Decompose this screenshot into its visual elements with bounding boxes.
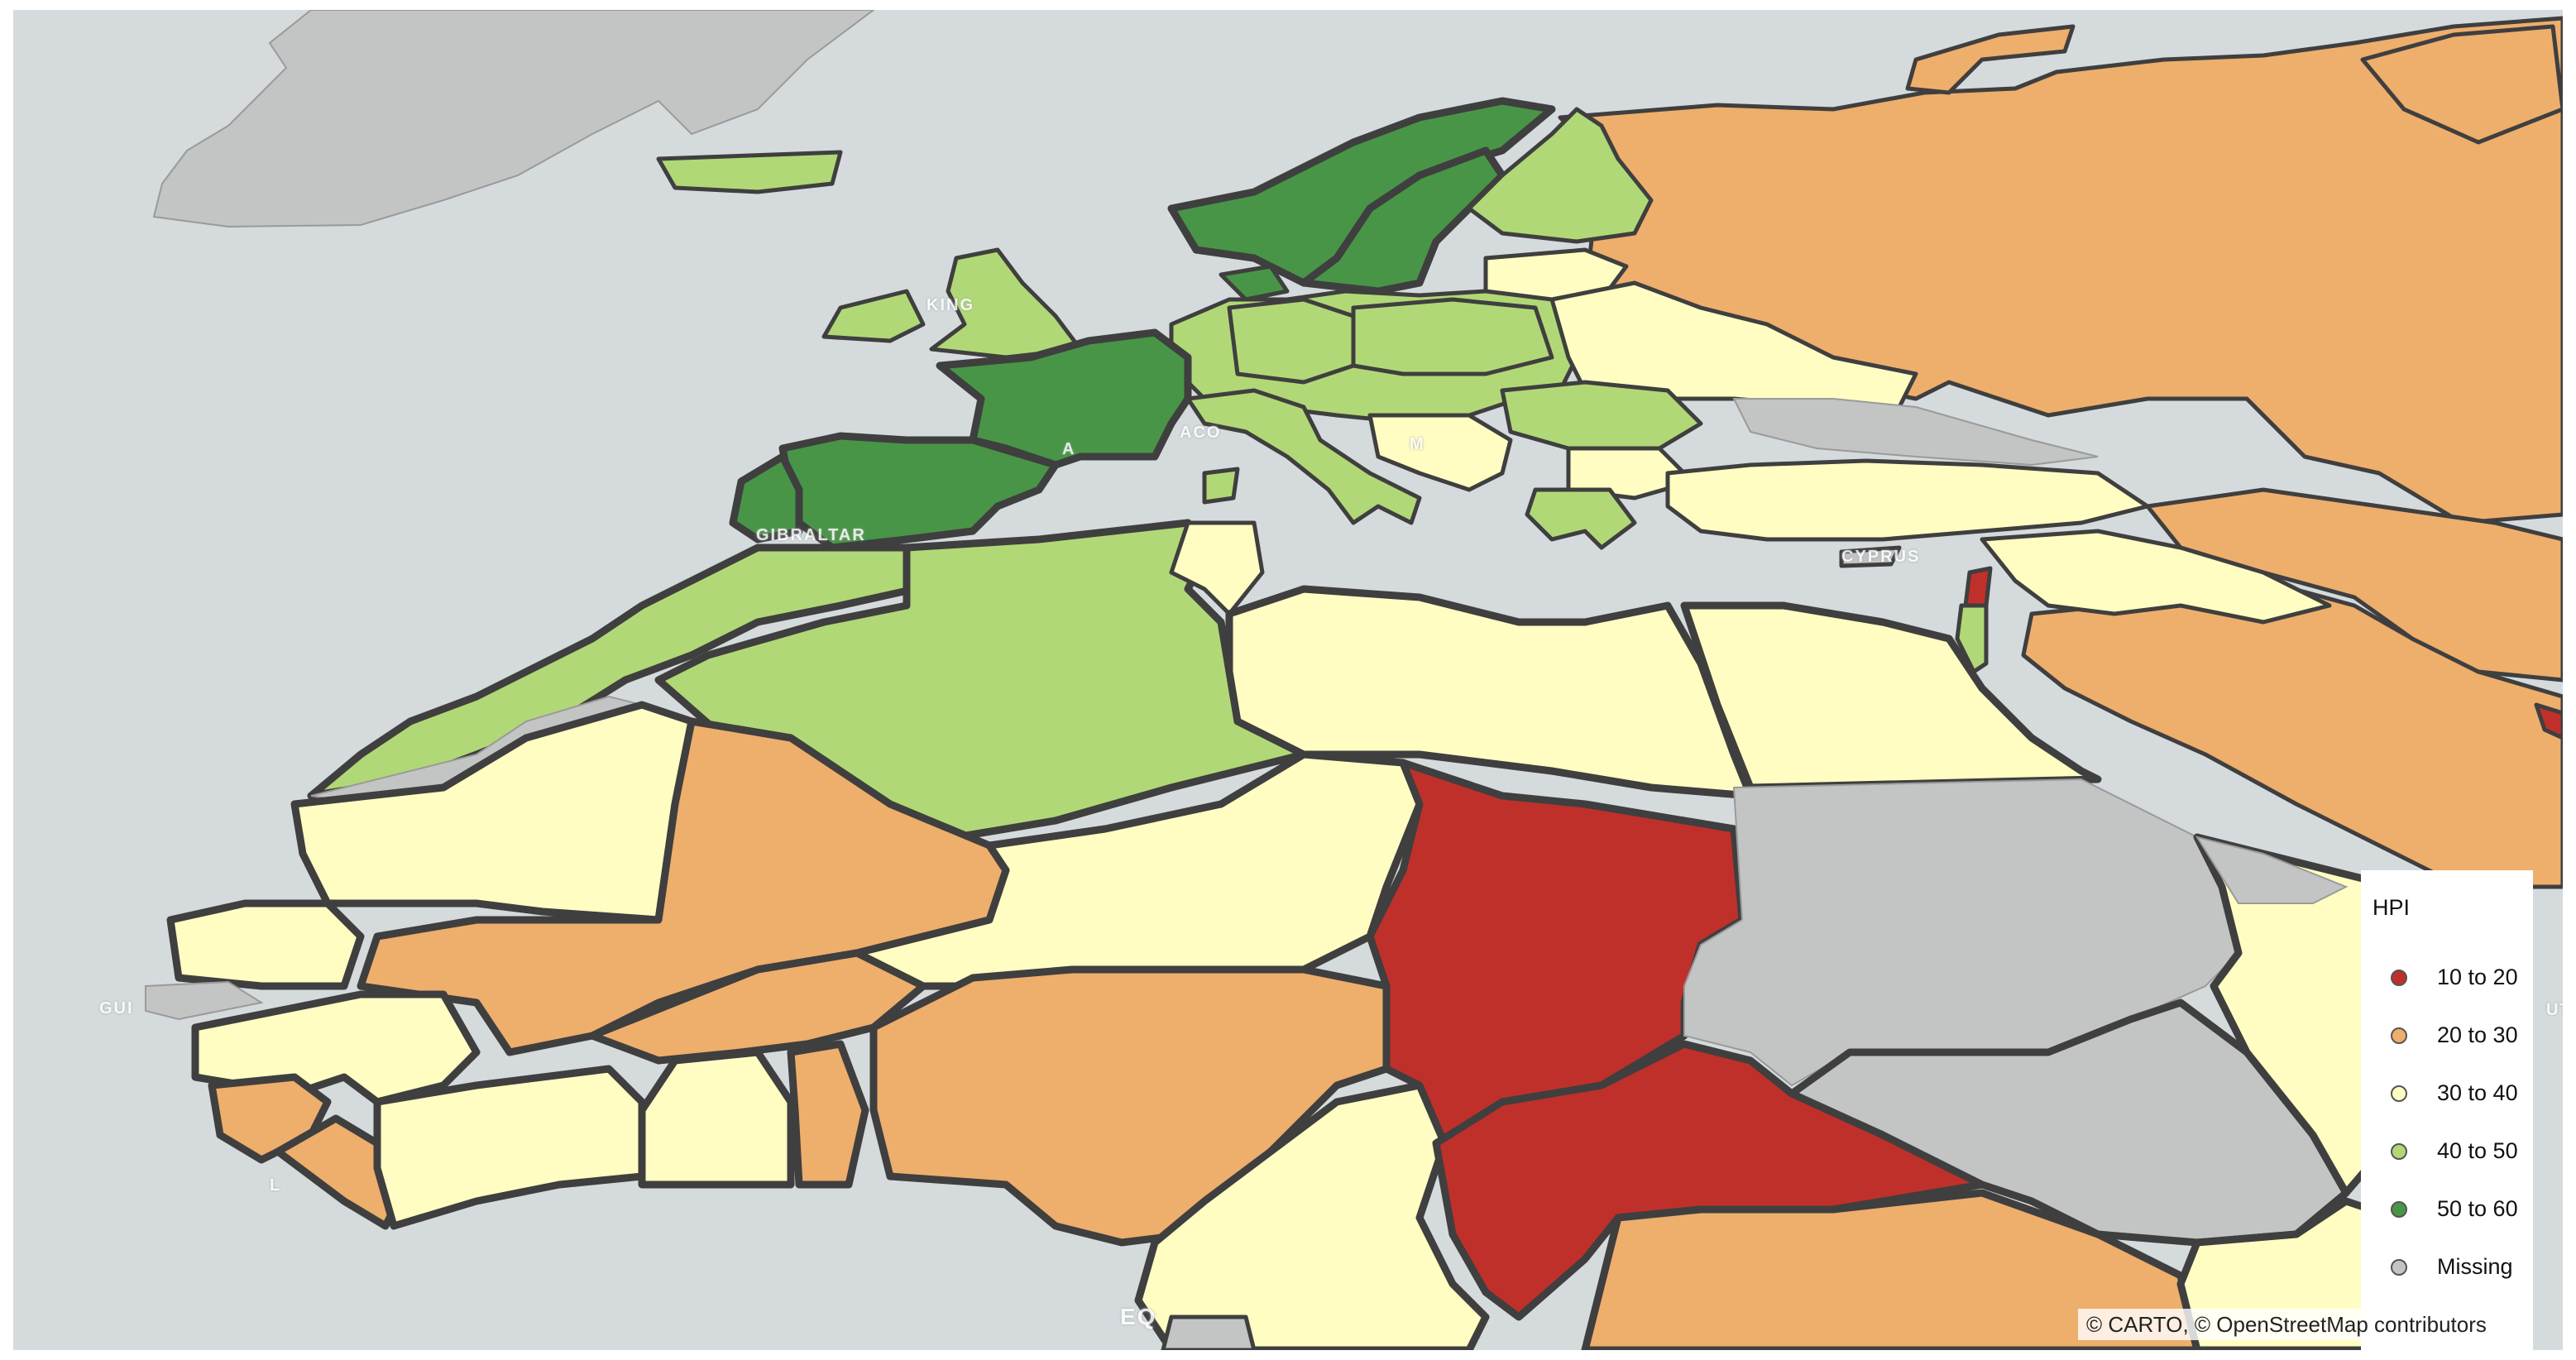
region-denmark[interactable] xyxy=(1219,264,1290,302)
legend-swatch xyxy=(2391,1201,2407,1218)
region-senegal[interactable] xyxy=(166,899,365,990)
region-equator-grey[interactable] xyxy=(1161,1315,1257,1350)
region-iceland[interactable] xyxy=(656,150,843,194)
region-ivory-coast[interactable] xyxy=(373,1065,646,1230)
legend-item-40-50[interactable]: 40 to 50 xyxy=(2361,1137,2533,1170)
region-italy[interactable] xyxy=(1185,388,1422,525)
choropleth-map[interactable] xyxy=(13,10,2563,1350)
legend-swatch xyxy=(2391,1143,2407,1160)
region-poland[interactable] xyxy=(1351,297,1554,376)
region-finland[interactable] xyxy=(1467,107,1654,244)
region-togo-benin[interactable] xyxy=(787,1040,869,1189)
legend-label: 30 to 40 xyxy=(2437,1080,2518,1105)
region-niger[interactable] xyxy=(853,750,1424,990)
legend-title: HPI xyxy=(2373,895,2411,920)
region-yemen-dot[interactable] xyxy=(2534,702,2563,740)
legend-swatch xyxy=(2391,970,2407,986)
legend-item-20-30[interactable]: 20 to 30 xyxy=(2361,1021,2533,1054)
legend-item-10-20[interactable]: 10 to 20 xyxy=(2361,963,2533,996)
region-egypt[interactable] xyxy=(1680,601,2102,792)
region-sardinia[interactable] xyxy=(1202,467,1240,505)
legend-swatch xyxy=(2391,1027,2407,1044)
region-guinea-bissau[interactable] xyxy=(145,980,264,1021)
region-turkey[interactable] xyxy=(1665,458,2150,542)
label-king: KING xyxy=(926,296,974,314)
region-cyprus[interactable] xyxy=(1839,545,1902,568)
label-gibraltar: GIBRALTAR xyxy=(756,526,866,544)
label-ut: UT xyxy=(2546,1001,2563,1019)
region-eritrea[interactable] xyxy=(2195,836,2349,904)
region-israel[interactable] xyxy=(1955,603,1989,674)
region-ireland[interactable] xyxy=(821,289,926,343)
region-ghana[interactable] xyxy=(638,1048,795,1189)
label-a: A xyxy=(1062,440,1076,458)
region-greece[interactable] xyxy=(1525,487,1637,550)
region-cameroon[interactable] xyxy=(1134,1081,1490,1350)
region-arctic-island[interactable] xyxy=(1905,24,2076,95)
map-canvas[interactable]: KING GIBRALTAR ACO A M CYPRUS GUI EQ UT … xyxy=(13,10,2563,1350)
region-drc[interactable] xyxy=(1581,1189,2201,1350)
label-l: L xyxy=(270,1176,282,1195)
region-syria-iraq[interactable] xyxy=(1980,529,2332,625)
legend-item-50-60[interactable]: 50 to 60 xyxy=(2361,1195,2533,1228)
legend-label: 40 to 50 xyxy=(2437,1138,2518,1163)
label-cyprus: CYPRUS xyxy=(1841,548,1921,566)
legend-item-missing[interactable]: Missing xyxy=(2361,1252,2533,1286)
region-lebanon[interactable] xyxy=(1963,566,1993,608)
region-arctic-island-2[interactable] xyxy=(2360,24,2563,145)
label-m: M xyxy=(1410,435,1425,453)
label-eq: EQ xyxy=(1120,1304,1157,1329)
legend-swatch xyxy=(2391,1259,2407,1276)
legend-label: Missing xyxy=(2437,1254,2513,1279)
legend-swatch xyxy=(2391,1085,2407,1102)
region-greenland[interactable] xyxy=(152,10,875,228)
region-bulgaria[interactable] xyxy=(1566,446,1695,500)
legend-label: 50 to 60 xyxy=(2437,1196,2518,1221)
region-romania[interactable] xyxy=(1500,380,1703,451)
map-attribution[interactable]: © CARTO, © OpenStreetMap contributors xyxy=(2078,1309,2495,1340)
legend-label: 10 to 20 xyxy=(2437,965,2518,989)
legend-item-30-40[interactable]: 30 to 40 xyxy=(2361,1079,2533,1112)
map-legend: HPI 10 to 20 20 to 30 30 to 40 40 to 50 … xyxy=(2361,870,2533,1357)
legend-label: 20 to 30 xyxy=(2437,1022,2518,1047)
region-germany[interactable] xyxy=(1227,297,1356,385)
label-gui: GUI xyxy=(99,999,134,1018)
region-portugal[interactable] xyxy=(729,453,803,544)
region-car[interactable] xyxy=(1432,1040,1986,1321)
region-balkans[interactable] xyxy=(1367,413,1513,492)
region-black-sea-land[interactable] xyxy=(1732,398,2099,467)
label-aco: ACO xyxy=(1180,424,1222,442)
